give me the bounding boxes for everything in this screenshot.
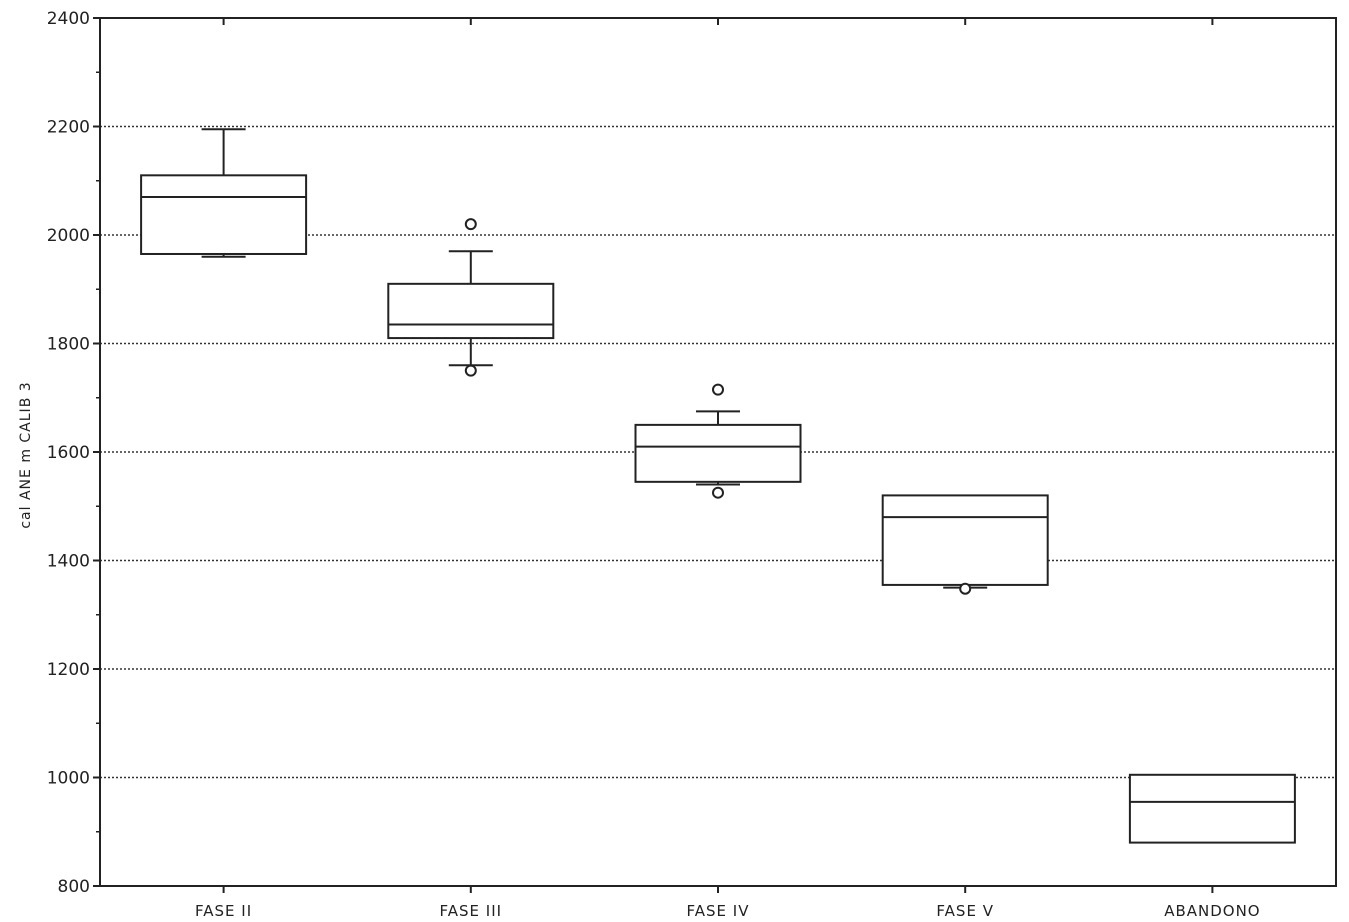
box-3 xyxy=(881,494,1049,586)
boxes xyxy=(140,128,1296,844)
outlier-1-1 xyxy=(464,364,477,377)
outlier-1-0 xyxy=(464,218,477,231)
y-tick-label-800: 800 xyxy=(58,877,90,897)
y-axis-title: cal ANE m CALIB 3 xyxy=(18,381,34,528)
box-group-0 xyxy=(140,128,308,258)
y-tick-label-1400: 1400 xyxy=(47,552,90,572)
x-tick-label-2: FASE IV xyxy=(687,902,750,920)
x-tick-label-0: FASE II xyxy=(195,902,252,920)
y-tick-label-2000: 2000 xyxy=(47,226,90,246)
outlier-3-0 xyxy=(959,582,972,595)
y-tick-label-1600: 1600 xyxy=(47,443,90,463)
x-tick-label-3: FASE V xyxy=(936,902,994,920)
box-4 xyxy=(1128,773,1296,844)
x-tick-label-1: FASE III xyxy=(440,902,503,920)
box-group-3 xyxy=(881,494,1049,595)
box-group-4 xyxy=(1128,773,1296,844)
outlier-2-1 xyxy=(712,486,724,499)
box-group-2 xyxy=(634,383,802,499)
box-0 xyxy=(140,174,308,255)
outlier-2-0 xyxy=(712,383,724,396)
x-tick-label-4: ABANDONO xyxy=(1164,902,1260,920)
box-group-1 xyxy=(387,218,555,377)
y-tick-label-2400: 2400 xyxy=(47,9,90,29)
box-1 xyxy=(387,282,555,340)
y-tick-label-1000: 1000 xyxy=(47,769,90,789)
gridlines xyxy=(100,125,1336,779)
box-2 xyxy=(634,423,802,483)
y-tick-label-1200: 1200 xyxy=(47,660,90,680)
y-tick-label-2200: 2200 xyxy=(47,118,90,138)
axes: 800 1000 1200 1400 1600 1800 2000 2200 2400 FASE … xyxy=(47,9,1337,920)
y-tick-label-1800: 1800 xyxy=(47,335,90,355)
